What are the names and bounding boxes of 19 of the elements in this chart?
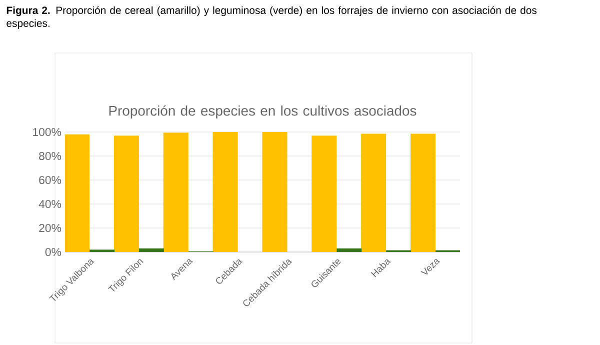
x-tick-label: Veza [420,259,440,275]
y-tick-label: 40% [38,200,62,208]
bar [138,248,164,252]
y-tick-label: 20% [39,224,62,232]
text: Figura 2. Proporción de cereal (amarillo) y leguminosa (verde) en los forrajes de invierno con asociación de dos especies. [6,6,537,30]
bar [212,132,238,252]
bar [65,134,90,252]
bar [312,136,337,252]
chart-title: Proporción de especies en los cultivos asociados [109,105,416,118]
bar [410,134,436,252]
bar [336,248,362,252]
y-tick-label: 80% [39,152,62,160]
bar [262,132,288,252]
bar [163,132,188,252]
bar [361,134,386,252]
y-tick-label: 60% [39,176,62,184]
y-tick-label: 100% [33,128,62,136]
bar [114,136,139,252]
y-tick-label: 0% [45,248,62,256]
